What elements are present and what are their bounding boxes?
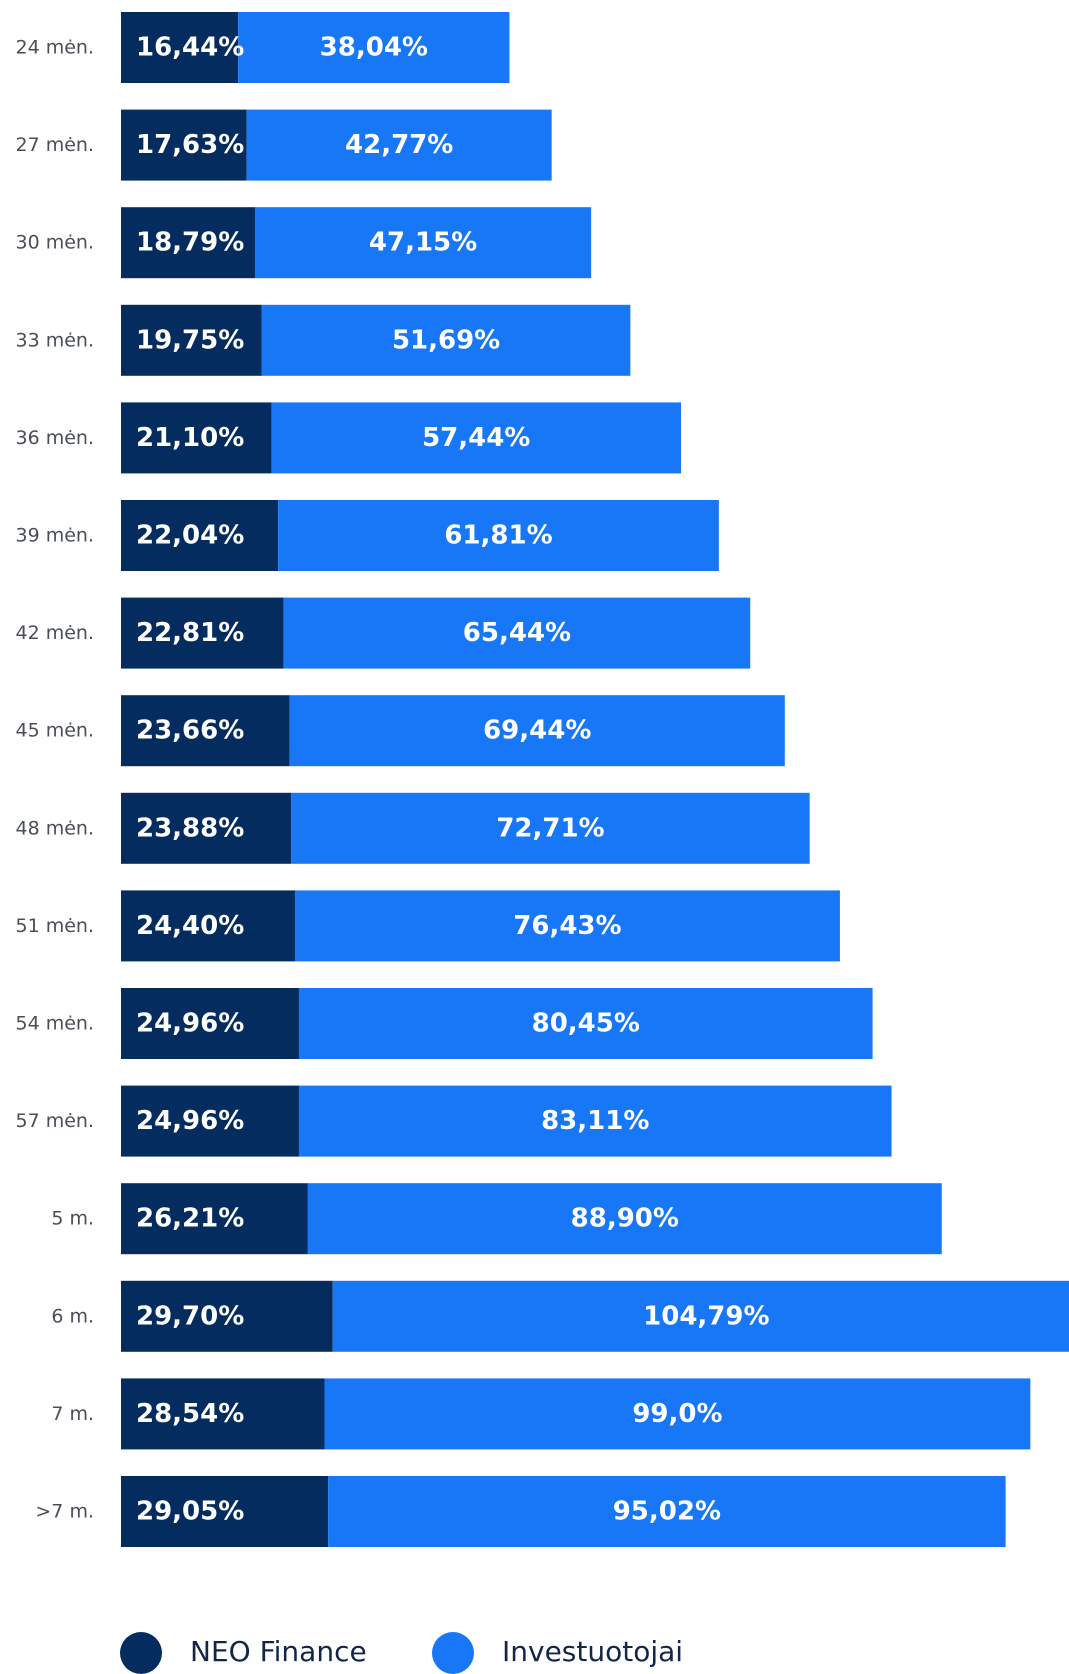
category-label: 5 m. <box>51 1208 94 1230</box>
category-label: 27 mėn. <box>16 134 95 156</box>
data-label-neo-finance: 23,88% <box>136 813 244 843</box>
bar-investuotojai[interactable] <box>298 988 873 1059</box>
bar-neo-finance[interactable] <box>121 1085 299 1157</box>
data-label-neo-finance: 17,63% <box>136 130 244 160</box>
bar-neo-finance[interactable] <box>121 1378 325 1450</box>
legend-swatch-neo-finance <box>120 1632 162 1674</box>
data-label-neo-finance: 22,04% <box>136 521 244 551</box>
data-label-investuotojai: 88,90% <box>571 1204 679 1234</box>
bar-neo-finance[interactable] <box>121 304 262 376</box>
data-label-investuotojai: 42,77% <box>345 130 453 160</box>
data-label-neo-finance: 24,96% <box>136 1009 244 1039</box>
category-label: 48 mėn. <box>16 817 95 839</box>
bar-investuotojai[interactable] <box>291 792 810 864</box>
category-label: 24 mėn. <box>16 37 95 59</box>
category-label: 7 m. <box>51 1403 94 1425</box>
bar-investuotojai[interactable] <box>246 109 552 181</box>
category-label: >7 m. <box>35 1501 94 1523</box>
data-label-investuotojai: 65,44% <box>463 618 571 648</box>
data-label-neo-finance: 16,44% <box>136 33 244 63</box>
category-label: 51 mėn. <box>16 915 95 937</box>
category-label: 42 mėn. <box>16 622 95 644</box>
data-label-investuotojai: 99,0% <box>632 1399 722 1429</box>
bar-investuotojai[interactable] <box>283 597 751 669</box>
category-label: 36 mėn. <box>16 427 95 449</box>
data-label-investuotojai: 69,44% <box>483 716 591 746</box>
legend-label-neo-finance: NEO Finance <box>190 1635 367 1668</box>
bar-neo-finance[interactable] <box>121 597 284 669</box>
data-label-investuotojai: 61,81% <box>444 521 552 551</box>
legend-item-investuotojai[interactable]: Investuotojai <box>432 1632 683 1674</box>
data-label-neo-finance: 23,66% <box>136 716 244 746</box>
category-label: 57 mėn. <box>16 1110 95 1132</box>
bar-investuotojai[interactable] <box>332 1280 1069 1352</box>
bar-investuotojai[interactable] <box>294 890 840 962</box>
data-label-neo-finance: 19,75% <box>136 325 244 355</box>
bar-neo-finance[interactable] <box>121 1476 329 1547</box>
data-label-investuotojai: 76,43% <box>513 911 621 941</box>
category-label: 54 mėn. <box>16 1013 95 1035</box>
data-label-investuotojai: 95,02% <box>613 1497 721 1527</box>
data-label-neo-finance: 24,40% <box>136 911 244 941</box>
data-label-neo-finance: 28,54% <box>136 1399 244 1429</box>
bar-neo-finance[interactable] <box>121 402 272 474</box>
bar-neo-finance[interactable] <box>121 695 290 767</box>
bar-investuotojai[interactable] <box>328 1476 1006 1547</box>
data-label-neo-finance: 29,05% <box>136 1497 244 1527</box>
data-label-neo-finance: 29,70% <box>136 1301 244 1331</box>
category-label: 6 m. <box>51 1305 94 1327</box>
category-label: 30 mėn. <box>16 232 95 254</box>
legend-item-neo-finance[interactable]: NEO Finance <box>120 1632 367 1674</box>
data-label-investuotojai: 72,71% <box>496 813 604 843</box>
bar-neo-finance[interactable] <box>121 1280 333 1352</box>
category-label: 33 mėn. <box>16 329 95 351</box>
bar-investuotojai[interactable] <box>307 1183 942 1255</box>
data-label-investuotojai: 83,11% <box>541 1106 649 1136</box>
data-label-investuotojai: 47,15% <box>369 228 477 258</box>
category-label: 45 mėn. <box>16 720 95 742</box>
data-label-investuotojai: 51,69% <box>392 325 500 355</box>
bar-neo-finance[interactable] <box>121 109 247 181</box>
bar-investuotojai[interactable] <box>238 12 510 83</box>
data-label-neo-finance: 22,81% <box>136 618 244 648</box>
bar-neo-finance[interactable] <box>121 207 255 279</box>
data-label-investuotojai: 57,44% <box>422 423 530 453</box>
legend: NEO Finance Investuotojai <box>0 1632 1069 1674</box>
data-label-neo-finance: 18,79% <box>136 228 244 258</box>
data-label-investuotojai: 80,45% <box>532 1009 640 1039</box>
legend-label-investuotojai: Investuotojai <box>502 1635 684 1668</box>
bar-neo-finance[interactable] <box>121 988 299 1059</box>
bar-investuotojai[interactable] <box>278 500 719 571</box>
bar-investuotojai[interactable] <box>324 1378 1031 1450</box>
bar-neo-finance[interactable] <box>121 12 239 83</box>
data-label-investuotojai: 38,04% <box>320 33 428 63</box>
bar-investuotojai[interactable] <box>254 207 592 279</box>
data-label-neo-finance: 24,96% <box>136 1106 244 1136</box>
bar-investuotojai[interactable] <box>261 304 631 376</box>
data-label-neo-finance: 26,21% <box>136 1204 244 1234</box>
bar-neo-finance[interactable] <box>121 500 279 571</box>
bar-investuotojai[interactable] <box>289 695 785 767</box>
stacked-bar-chart: 24 mėn. 16,44% 38,04% 27 mėn. 17,63% 42,77% 30… <box>16 12 1069 1547</box>
data-label-investuotojai: 104,79% <box>643 1301 769 1331</box>
legend-swatch-investuotojai <box>432 1632 474 1674</box>
bar-investuotojai[interactable] <box>271 402 681 474</box>
category-label: 39 mėn. <box>16 525 95 547</box>
bar-neo-finance[interactable] <box>121 792 292 864</box>
bar-neo-finance[interactable] <box>121 890 295 962</box>
bar-neo-finance[interactable] <box>121 1183 308 1255</box>
bar-investuotojai[interactable] <box>298 1085 892 1157</box>
data-label-neo-finance: 21,10% <box>136 423 244 453</box>
